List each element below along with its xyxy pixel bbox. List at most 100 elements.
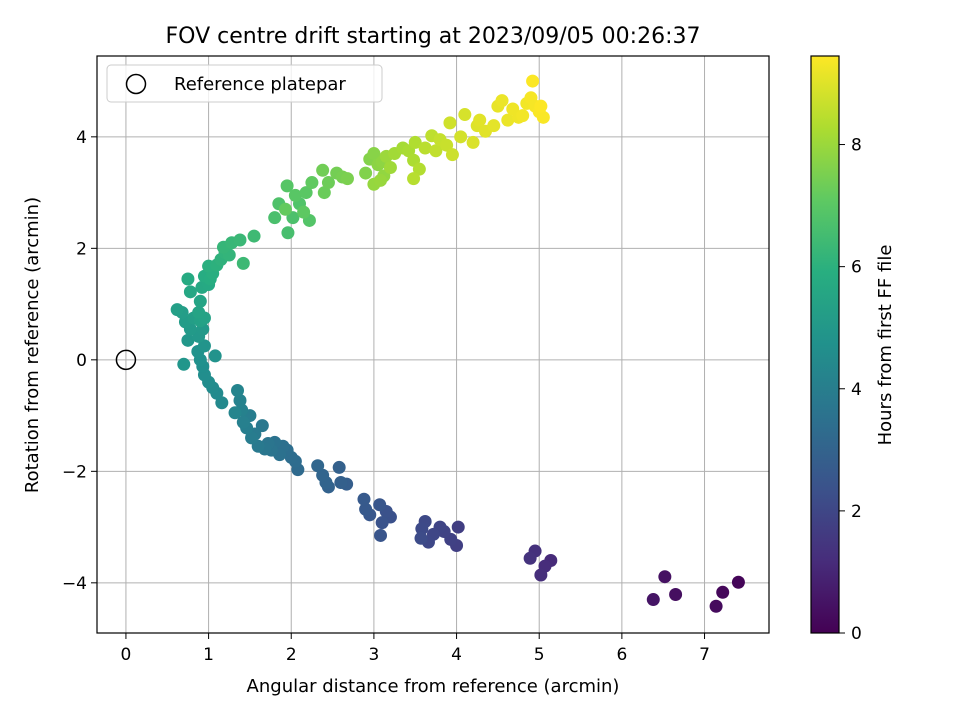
data-point: [359, 502, 373, 516]
data-point: [299, 186, 313, 200]
data-point: [414, 531, 428, 545]
data-point: [197, 339, 211, 353]
data-point: [375, 516, 389, 530]
scatter-points: [170, 74, 745, 613]
data-point: [268, 211, 282, 225]
colorbar-ticks: 0 2 4 6 8: [839, 136, 862, 644]
x-axis-label: Angular distance from reference (arcmin): [247, 676, 620, 697]
data-point: [231, 383, 245, 397]
colorbar-tick-label: 4: [851, 380, 862, 400]
x-tick-label: 3: [368, 645, 379, 665]
data-point: [340, 172, 354, 186]
y-tick-label: 4: [76, 128, 87, 148]
data-point: [731, 575, 745, 589]
colorbar-gradient: [810, 55, 840, 634]
y-tick-label: 2: [76, 239, 87, 259]
legend-entry-label: Reference platepar: [174, 74, 346, 95]
data-point: [669, 588, 683, 602]
data-point: [443, 116, 457, 130]
data-point: [245, 431, 259, 445]
data-point: [236, 256, 250, 270]
data-point: [233, 233, 247, 247]
data-point: [451, 520, 465, 534]
data-point: [429, 144, 443, 158]
data-point: [536, 110, 550, 124]
x-tick-label: 0: [121, 645, 132, 665]
colorbar-tick-label: 6: [851, 258, 862, 278]
data-point: [501, 113, 515, 127]
colorbar-tick-label: 2: [851, 502, 862, 522]
data-point: [247, 229, 261, 243]
data-point: [373, 498, 387, 512]
data-point: [526, 74, 540, 88]
y-tick-label: 0: [76, 351, 87, 371]
data-point: [321, 176, 335, 190]
data-point: [170, 303, 184, 317]
data-point: [236, 415, 250, 429]
chart-title: FOV centre drift starting at 2023/09/05 …: [166, 24, 701, 49]
data-point: [466, 135, 480, 149]
legend: Reference platepar: [106, 64, 383, 103]
data-point: [311, 459, 325, 473]
data-point: [278, 202, 292, 216]
x-tick-label: 6: [616, 645, 627, 665]
data-point: [473, 113, 487, 127]
x-axis-ticks: 0 1 2 3 4 5 6 7: [121, 633, 710, 665]
data-point: [418, 141, 432, 155]
data-point: [297, 205, 311, 219]
data-point: [412, 162, 426, 176]
data-point: [534, 568, 548, 582]
data-point: [445, 148, 459, 162]
data-point: [288, 188, 302, 202]
data-point: [305, 176, 319, 190]
data-point: [374, 173, 388, 187]
y-axis-label: Rotation from reference (arcmin): [22, 197, 43, 493]
data-point: [495, 94, 509, 108]
data-point: [523, 551, 537, 565]
data-point: [374, 528, 388, 542]
data-point: [181, 333, 195, 347]
x-tick-label: 2: [286, 645, 297, 665]
y-tick-label: −2: [62, 462, 87, 482]
data-point: [407, 172, 421, 186]
data-point: [454, 130, 468, 144]
data-point: [646, 593, 660, 607]
y-axis-ticks: −4 −2 0 2 4: [62, 128, 97, 594]
data-point: [440, 138, 454, 152]
data-point: [281, 226, 295, 240]
data-point: [228, 406, 242, 420]
data-point: [208, 349, 222, 363]
data-point: [359, 166, 373, 180]
y-tick-label: −4: [62, 574, 87, 594]
x-tick-label: 5: [534, 645, 545, 665]
data-point: [233, 394, 247, 408]
data-point: [458, 108, 472, 122]
plot-frame: [96, 55, 770, 634]
data-point: [415, 522, 429, 536]
reference-point-marker: [115, 349, 137, 371]
x-tick-label: 7: [699, 645, 710, 665]
colorbar: 0 2 4 6 8 Hours from first FF file: [810, 55, 896, 644]
data-point: [181, 272, 195, 286]
data-point: [280, 179, 294, 193]
data-point: [193, 294, 207, 308]
data-point: [334, 475, 348, 489]
x-tick-label: 1: [203, 645, 214, 665]
data-point: [332, 460, 346, 474]
colorbar-tick-label: 0: [851, 624, 862, 644]
data-point: [316, 163, 330, 177]
data-point: [286, 211, 300, 225]
colorbar-label: Hours from first FF file: [875, 245, 896, 446]
legend-box: [106, 64, 383, 103]
data-point: [357, 492, 371, 506]
data-point: [709, 599, 723, 613]
data-point: [487, 119, 501, 133]
data-point: [317, 186, 331, 200]
data-point: [534, 99, 548, 113]
data-point: [716, 585, 730, 599]
colorbar-tick-label: 8: [851, 136, 862, 156]
x-tick-label: 4: [451, 645, 462, 665]
data-point: [183, 285, 197, 299]
data-point: [192, 305, 206, 319]
